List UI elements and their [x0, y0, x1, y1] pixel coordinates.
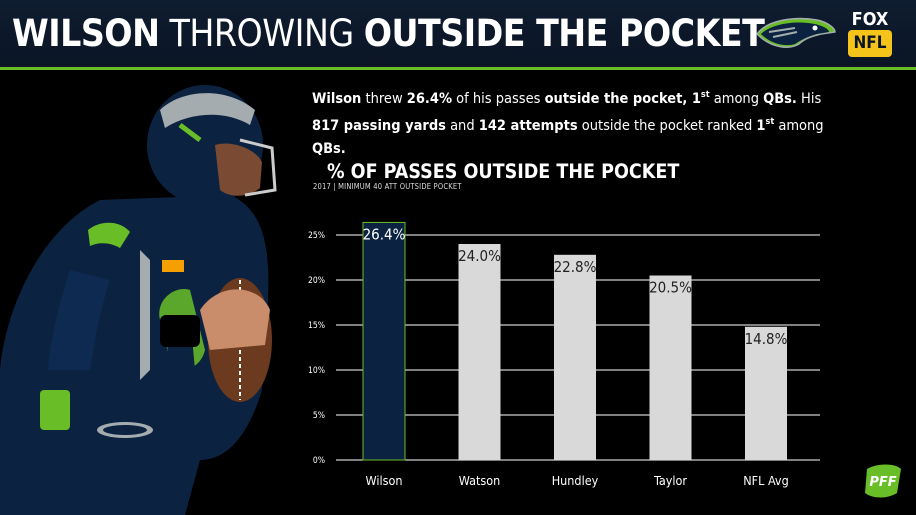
- title-topic: OUTSIDE THE POCKET: [363, 12, 765, 55]
- summary-part: of his passes: [452, 90, 545, 107]
- seahawks-logo-icon: [756, 17, 836, 48]
- summary-part: Wilson: [312, 90, 362, 107]
- page-title: WILSON THROWING OUTSIDE THE POCKET: [12, 12, 765, 55]
- header-accent-line: [0, 67, 916, 70]
- data-label: 14.8%: [745, 330, 788, 348]
- y-tick-label: 5%: [313, 411, 325, 421]
- y-tick-label: 0%: [313, 456, 325, 466]
- summary-part: QBs.: [763, 90, 797, 107]
- bar-chart: 0% 5% 10% 15% 20% 25% 26.4% Wilson 24.0% Watson 22…: [308, 221, 820, 488]
- summary-part: outside the pocket ranked: [577, 117, 757, 134]
- data-label: 22.8%: [554, 258, 597, 276]
- fox-nfl-logo: FOX NFL: [848, 10, 892, 60]
- summary-part: 26.4%: [406, 90, 453, 107]
- player-illustration: [0, 85, 277, 515]
- bar: [362, 221, 406, 461]
- chart-title: % OF PASSES OUTSIDE THE POCKET: [327, 160, 680, 183]
- title-player-name: WILSON: [12, 12, 160, 55]
- summary-part: and: [445, 117, 479, 134]
- pff-logo-icon: PFF: [865, 464, 901, 498]
- y-tick-label: 20%: [308, 276, 325, 286]
- summary-part: QBs.: [312, 140, 346, 157]
- nfl-logo-text: NFL: [848, 30, 892, 57]
- summary-part: 1: [756, 117, 766, 134]
- summary-part: 817 passing yards: [312, 117, 446, 134]
- bar: [554, 254, 596, 460]
- fox-logo-text: FOX: [851, 9, 889, 30]
- summary-part: His: [796, 90, 822, 107]
- summary-part: st: [700, 90, 710, 100]
- summary-part: st: [765, 116, 775, 127]
- summary-part: among: [774, 117, 824, 134]
- summary-part: 142 attempts: [478, 117, 578, 134]
- summary-part: among: [709, 90, 764, 107]
- data-label: 20.5%: [649, 279, 692, 297]
- bar: [649, 275, 692, 460]
- chart-subtitle: 2017 | MINIMUM 40 ATT OUTSIDE POCKET: [313, 182, 462, 191]
- summary-part: threw: [361, 90, 407, 107]
- x-tick-label: NFL Avg: [743, 473, 788, 488]
- title-middle: THROWING: [169, 12, 355, 55]
- data-label: 26.4%: [363, 225, 406, 243]
- x-tick-label: Hundley: [552, 473, 599, 488]
- data-label: 24.0%: [458, 247, 501, 265]
- y-tick-label: 25%: [308, 231, 325, 241]
- x-tick-label: Watson: [459, 473, 501, 488]
- y-tick-label: 15%: [308, 321, 325, 331]
- summary-text: Wilson threw 26.4% of his passes outside…: [312, 84, 832, 161]
- summary-part: outside the pocket, 1: [544, 90, 701, 107]
- bar: [745, 326, 787, 460]
- bar: [458, 244, 501, 460]
- svg-text:PFF: PFF: [869, 475, 896, 490]
- x-tick-label: Taylor: [653, 473, 687, 488]
- x-tick-label: Wilson: [366, 473, 403, 488]
- y-tick-label: 10%: [308, 366, 325, 376]
